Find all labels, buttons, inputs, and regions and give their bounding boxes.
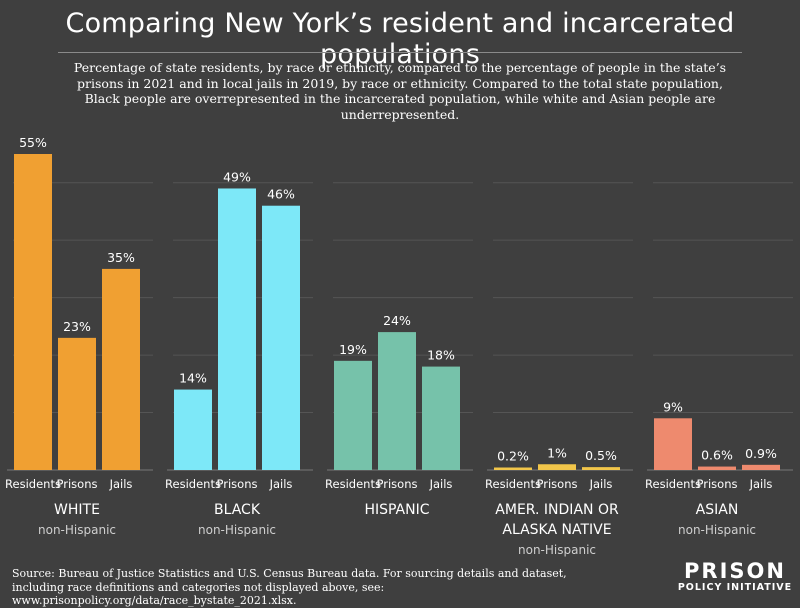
- bar-category-label: Jails: [589, 477, 613, 491]
- chart-subtitle: Percentage of state residents, by race o…: [73, 60, 727, 122]
- bar-category-label: Prisons: [57, 477, 98, 491]
- group-label: ALASKA NATIVE: [502, 522, 611, 538]
- group-label: HISPANIC: [364, 502, 429, 518]
- bar: [698, 466, 736, 470]
- bar-category-label: Residents: [645, 477, 701, 491]
- data-label: 1%: [547, 445, 567, 460]
- group-sublabel: non-Hispanic: [38, 523, 116, 537]
- bar: [262, 205, 300, 470]
- group-label: BLACK: [214, 502, 261, 518]
- group-sublabel: non-Hispanic: [198, 523, 276, 537]
- bar: [538, 464, 576, 470]
- group-sublabel: non-Hispanic: [518, 543, 596, 557]
- bar-category-label: Jails: [269, 477, 293, 491]
- bar-category-label: Jails: [429, 477, 453, 491]
- bar: [582, 467, 620, 470]
- data-label: 0.2%: [497, 449, 529, 464]
- data-label: 46%: [267, 187, 295, 202]
- bar: [494, 467, 532, 470]
- group-label: AMER. INDIAN OR: [495, 502, 619, 518]
- data-label: 23%: [63, 319, 91, 334]
- data-label: 35%: [107, 250, 135, 265]
- bar-category-label: Prisons: [377, 477, 418, 491]
- bar: [174, 389, 212, 470]
- data-label: 0.9%: [745, 446, 777, 461]
- data-label: 18%: [427, 348, 455, 363]
- bar-category-label: Residents: [325, 477, 381, 491]
- bar: [58, 337, 96, 470]
- bar-category-label: Residents: [5, 477, 61, 491]
- bar-category-label: Jails: [109, 477, 133, 491]
- bar-category-label: Prisons: [217, 477, 258, 491]
- source-note: Source: Bureau of Justice Statistics and…: [12, 567, 567, 607]
- bar: [102, 268, 140, 470]
- bar: [654, 418, 692, 470]
- data-label: 9%: [663, 399, 683, 414]
- group-label: ASIAN: [696, 502, 739, 518]
- data-label: 0.6%: [701, 448, 733, 463]
- group-label: WHITE: [54, 502, 100, 518]
- bar-category-label: Prisons: [697, 477, 738, 491]
- bar: [14, 154, 52, 470]
- bar: [378, 332, 416, 470]
- bar: [742, 464, 780, 470]
- bar-category-label: Residents: [485, 477, 541, 491]
- data-label: 49%: [223, 169, 251, 184]
- data-label: 24%: [383, 313, 411, 328]
- bar: [218, 188, 256, 471]
- logo-line-1: PRISON: [684, 559, 786, 583]
- logo-line-2: POLICY INITIATIVE: [677, 582, 793, 593]
- bar-category-label: Jails: [749, 477, 773, 491]
- data-label: 55%: [19, 135, 47, 150]
- bar: [422, 366, 460, 470]
- data-label: 14%: [179, 371, 207, 386]
- group-sublabel: non-Hispanic: [678, 523, 756, 537]
- data-label: 19%: [339, 342, 367, 357]
- bar-category-label: Residents: [165, 477, 221, 491]
- title-divider: [58, 52, 742, 53]
- chart-title: Comparing New York’s resident and incarc…: [65, 8, 735, 70]
- bar: [334, 360, 372, 470]
- data-label: 0.5%: [585, 448, 617, 463]
- bar-category-label: Prisons: [537, 477, 578, 491]
- prison-policy-logo: PRISON POLICY INITIATIVE: [676, 560, 794, 594]
